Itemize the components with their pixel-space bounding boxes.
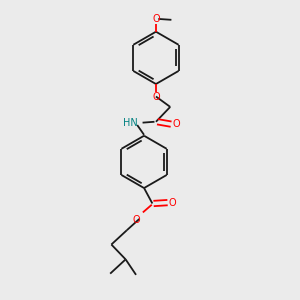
Text: O: O <box>152 92 160 102</box>
Text: O: O <box>172 119 180 129</box>
Text: O: O <box>169 198 176 208</box>
Text: HN: HN <box>123 118 137 128</box>
Text: O: O <box>152 14 160 24</box>
Text: O: O <box>133 215 140 225</box>
